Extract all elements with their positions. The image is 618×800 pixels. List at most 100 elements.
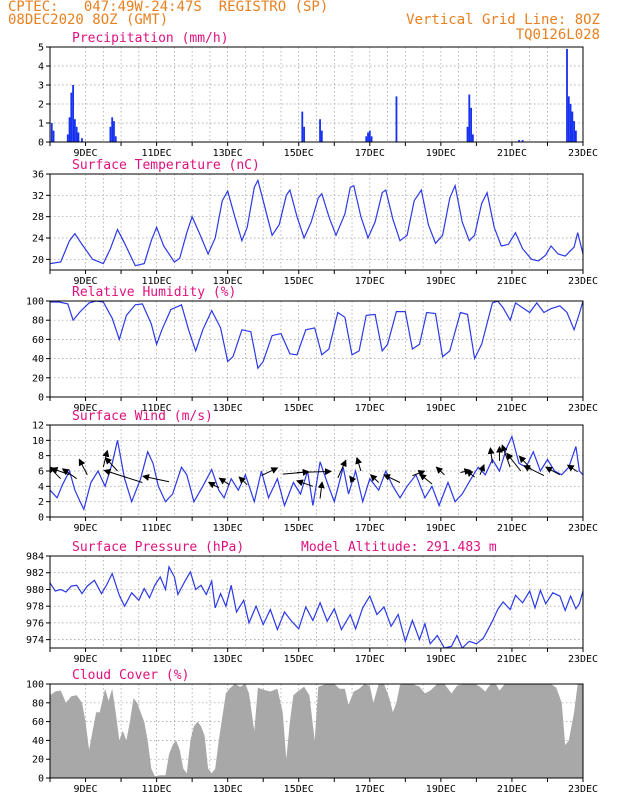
y-tick-label: 60 (32, 717, 44, 728)
series-group (50, 684, 583, 778)
x-tick-label: 21DEC (497, 784, 527, 795)
y-tick-label: 6 (38, 467, 44, 478)
wind-arrow (218, 477, 230, 486)
wind-arrow (337, 459, 347, 479)
y-tick-label: 32 (32, 191, 44, 202)
panel-title: Surface Temperature (nC) (72, 158, 260, 173)
wind-arrow (369, 474, 380, 483)
y-tick-label: 80 (32, 316, 44, 327)
precip-bar (573, 121, 576, 142)
y-tick-label: 980 (26, 585, 44, 596)
x-tick-label: 9DEC (73, 276, 97, 287)
x-tick-label: 9DEC (73, 523, 97, 534)
panel-frame (49, 683, 584, 779)
precip-bar (77, 132, 80, 142)
wind-arrow (317, 481, 325, 499)
precip-bar (320, 130, 323, 142)
y-tick-label: 0 (38, 138, 44, 149)
y-tick-label: 80 (32, 698, 44, 709)
wind-arrow (355, 456, 363, 472)
precip-bar (468, 94, 471, 142)
run-code: TQ0126L028 (515, 27, 600, 43)
x-tick-label: 11DEC (142, 276, 172, 287)
y-tick-label: 0 (38, 774, 44, 785)
precip-bar (114, 136, 117, 142)
precip-bar (68, 117, 71, 142)
panel-4: 0 2 4 6 8 10 12 9DEC 11DEC 13DEC 15DEC 17DEC 19DEC 21… (32, 409, 598, 534)
wind-arrow (545, 466, 561, 476)
panel-5: 974 976 978 980 982 984 9DEC 11DEC 13DEC 15DEC 17D… (26, 540, 598, 665)
y-tick-label: 4 (38, 482, 44, 493)
panel-3: 0 20 40 60 80 100 9DEC 11DEC 13DEC 15DEC 17DEC 19DE… (26, 285, 598, 414)
wind-arrow (238, 476, 248, 486)
precip-bar (571, 111, 574, 142)
panel-frame (49, 555, 584, 649)
grid-note: Vertical Grid Line: 8OZ (406, 12, 600, 28)
precip-bar (303, 126, 305, 142)
wind-arrow (103, 468, 143, 483)
x-tick-label: 9DEC (73, 403, 97, 414)
precip-bar (66, 134, 69, 142)
x-tick-label: 21DEC (497, 276, 527, 287)
wind-arrow (349, 475, 357, 484)
y-tick-label: 4 (38, 62, 44, 73)
x-tick-label: 17DEC (355, 654, 385, 665)
precip-bar (574, 130, 577, 142)
wind-arrow (142, 474, 170, 483)
x-tick-label: 19DEC (426, 654, 456, 665)
x-tick-label: 21DEC (497, 148, 527, 159)
wind-arrow (487, 446, 495, 464)
x-tick-label: 9DEC (73, 654, 97, 665)
y-tick-label: 0 (38, 393, 44, 404)
y-tick-label: 100 (26, 680, 44, 691)
wind-arrow (478, 464, 485, 476)
y-tick-label: 978 (26, 602, 44, 613)
precip-bar (370, 136, 373, 142)
series-group (50, 434, 583, 512)
panel-frame (49, 173, 584, 271)
x-tick-label: 17DEC (355, 276, 385, 287)
x-tick-label: 9DEC (73, 784, 97, 795)
wind-arrow (296, 468, 332, 476)
wind-arrow (207, 481, 220, 489)
x-tick-label: 9DEC (73, 148, 97, 159)
x-tick-label: 17DEC (355, 403, 385, 414)
series-group (50, 178, 583, 267)
panel-title: Surface Pressure (hPa) (72, 540, 244, 555)
y-tick-label: 5 (38, 43, 44, 54)
wind-arrows (50, 444, 578, 499)
y-tick-label: 36 (32, 170, 44, 181)
series-line (50, 301, 583, 370)
x-tick-label: 23DEC (568, 148, 598, 159)
series-line (50, 434, 583, 512)
wind-arrow (435, 466, 445, 476)
precip-bar (70, 92, 73, 142)
precip-bar (109, 126, 112, 142)
wind-arrow (506, 452, 522, 472)
panel-1: 0 1 2 3 4 5 9DEC 11DEC 13DEC 15DEC 17DEC 19DEC 21DEC… (38, 31, 598, 159)
y-tick-label: 0 (38, 513, 44, 524)
wind-arrow (78, 458, 88, 476)
y-tick-label: 1 (38, 119, 44, 130)
x-tick-label: 19DEC (426, 276, 456, 287)
y-tick-label: 3 (38, 81, 44, 92)
wind-arrow (261, 467, 279, 477)
precip-bar (395, 96, 398, 142)
x-tick-label: 11DEC (142, 784, 172, 795)
x-tick-label: 15DEC (284, 403, 314, 414)
panel-6: 0 20 40 60 80 100 9DEC 11DEC 13DEC 15DEC 17DEC 19DE… (26, 668, 598, 795)
precip-bar (319, 119, 321, 142)
y-tick-label: 976 (26, 618, 44, 629)
x-tick-label: 23DEC (568, 784, 598, 795)
wind-arrow (104, 457, 118, 472)
precip-bar (113, 121, 115, 142)
y-tick-label: 100 (26, 297, 44, 308)
precip-bar (367, 132, 369, 142)
x-tick-label: 17DEC (355, 523, 385, 534)
y-tick-label: 20 (32, 755, 44, 766)
precip-bar (368, 130, 371, 142)
precip-bar (569, 104, 572, 142)
x-tick-label: 13DEC (213, 784, 243, 795)
x-tick-label: 11DEC (142, 523, 172, 534)
